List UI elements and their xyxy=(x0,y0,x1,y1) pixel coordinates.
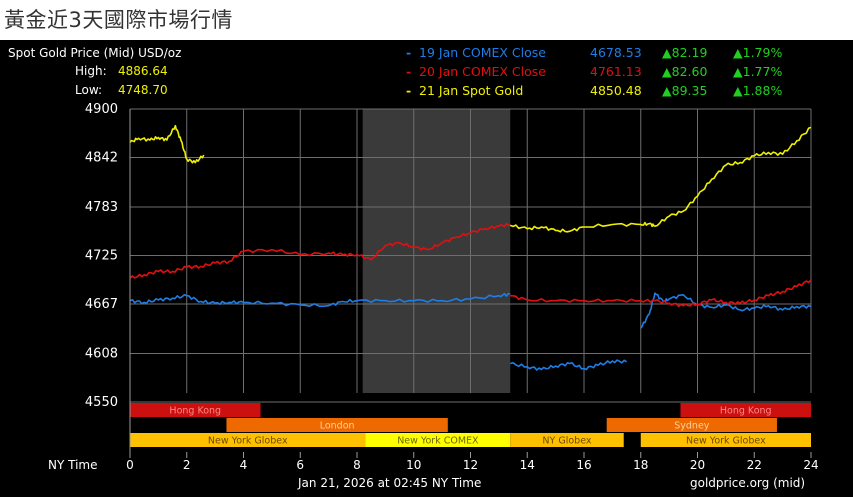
x-tick-label: 0 xyxy=(126,458,134,472)
grid-lines xyxy=(129,108,812,403)
series-line-2 xyxy=(510,279,812,308)
x-tick-label: 2 xyxy=(183,458,191,472)
high-value: 4886.64 xyxy=(118,64,168,78)
x-tick-label: 6 xyxy=(296,458,304,472)
legend: -19 Jan COMEX Close 4678.53 ▲82.19 ▲1.79%- 2… xyxy=(406,45,782,98)
session-bar xyxy=(606,418,777,432)
legend-price: 4850.48 xyxy=(590,83,642,98)
x-tick-label: 14 xyxy=(520,458,535,472)
session-bar xyxy=(226,418,448,432)
series-line-1 xyxy=(510,359,628,371)
series-line-2 xyxy=(129,222,511,279)
legend-price: 4678.53 xyxy=(590,45,642,60)
legend-change: ▲82.19 xyxy=(662,45,707,60)
comex-shade-rect xyxy=(362,109,511,393)
series-line-1 xyxy=(129,292,511,307)
session-label: Hong Kong xyxy=(169,406,221,417)
legend-dash: - xyxy=(406,45,411,60)
x-tick-label: 16 xyxy=(576,458,591,472)
legend-percent: ▲1.79% xyxy=(733,45,782,60)
legend-change: ▲82.60 xyxy=(662,64,707,79)
market-sessions: Hong Kong Hong Kong London Sydney New York G… xyxy=(130,403,811,447)
price-series xyxy=(129,124,812,371)
y-tick-label: 4550 xyxy=(85,395,118,410)
session-label: New York COMEX xyxy=(397,436,479,447)
y-tick-label: 4608 xyxy=(85,346,118,361)
x-tick-label: 22 xyxy=(747,458,762,472)
session-bar xyxy=(130,433,366,447)
shaded-comex-region xyxy=(362,109,511,393)
page-title: 黃金近3天國際市場行情 xyxy=(4,8,233,32)
legend-series-name: 21 Jan Spot Gold xyxy=(419,83,523,98)
x-tick-label: 8 xyxy=(353,458,361,472)
session-bar xyxy=(130,403,261,417)
series-line-3 xyxy=(129,124,205,164)
x-axis-label: NY Time xyxy=(48,458,98,472)
legend-series-name: 20 Jan COMEX Close xyxy=(419,64,546,79)
low-value: 4748.70 xyxy=(118,83,168,97)
x-tick-label: 4 xyxy=(240,458,248,472)
series-line-3 xyxy=(509,126,812,233)
y-tick-label: 4783 xyxy=(85,200,118,215)
x-tick-label: 12 xyxy=(463,458,478,472)
session-label: New York Globex xyxy=(208,436,288,447)
y-tick-label: 4842 xyxy=(85,151,118,166)
chart-svg: Hong Kong Hong Kong London Sydney New York G… xyxy=(8,45,819,490)
session-bar xyxy=(680,403,811,417)
legend-percent: ▲1.88% xyxy=(733,83,782,98)
session-bar xyxy=(510,433,624,447)
x-tick-label: 10 xyxy=(406,458,421,472)
x-tick-label: 24 xyxy=(803,458,818,472)
legend-series-name: 19 Jan COMEX Close xyxy=(419,45,546,60)
session-label: Sydney xyxy=(674,421,710,432)
gold-price-chart: Hong Kong Hong Kong London Sydney New York G… xyxy=(0,40,853,497)
series-line-1 xyxy=(640,292,812,329)
session-bar xyxy=(365,433,511,447)
session-label: London xyxy=(320,421,355,432)
legend-dash: - xyxy=(406,64,411,79)
high-label: High: xyxy=(75,64,107,78)
x-tick-label: 18 xyxy=(633,458,648,472)
legend-change: ▲89.35 xyxy=(662,83,707,98)
footer-source: goldprice.org (mid) xyxy=(690,476,805,490)
legend-price: 4761.13 xyxy=(590,64,642,79)
y-tick-label: 4667 xyxy=(85,297,118,312)
chart-title: Spot Gold Price (Mid) USD/oz xyxy=(8,46,181,60)
session-label: Hong Kong xyxy=(720,406,772,417)
legend-percent: ▲1.77% xyxy=(733,64,782,79)
y-tick-label: 4725 xyxy=(85,249,118,264)
legend-dash: - xyxy=(406,83,411,98)
session-bar xyxy=(640,433,811,447)
session-label: New York Globex xyxy=(686,436,766,447)
session-label: NY Globex xyxy=(542,436,591,447)
footer-timestamp: Jan 21, 2026 at 02:45 NY Time xyxy=(297,476,481,490)
y-tick-label: 4900 xyxy=(85,102,118,117)
x-tick-label: 20 xyxy=(690,458,705,472)
low-label: Low: xyxy=(75,83,102,97)
